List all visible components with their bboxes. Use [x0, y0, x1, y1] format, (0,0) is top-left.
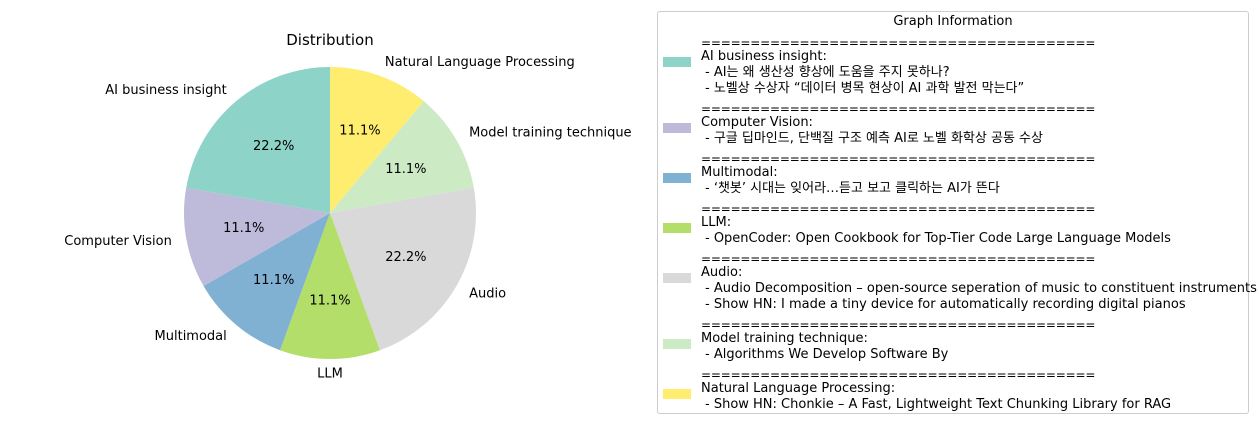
pie-slice	[183, 187, 330, 286]
legend-separator: ========================================	[701, 152, 1096, 166]
legend-item: - ‘챗봇’ 시대는 잊어라…듣고 보고 클릭하는 AI가 뜬다	[705, 181, 1000, 196]
legend-category: Computer Vision:	[701, 115, 813, 130]
pie-slice	[186, 67, 330, 213]
legend-separator: ========================================	[701, 36, 1096, 50]
slice-percent-label: 11.1%	[309, 294, 350, 309]
pie-slice	[330, 187, 476, 351]
pie-slice	[280, 213, 380, 359]
legend-category: Natural Language Processing:	[701, 381, 896, 396]
slice-category-label: LLM	[317, 367, 343, 382]
legend-swatch	[663, 173, 691, 183]
chart-title: Distribution	[286, 31, 374, 49]
legend-title: Graph Information	[893, 14, 1013, 29]
legend: Graph Information ======================…	[657, 11, 1257, 414]
legend-swatch	[663, 57, 691, 67]
pie-slice	[330, 67, 424, 213]
legend-category: Model training technique:	[701, 331, 868, 346]
legend-separator: ========================================	[701, 318, 1096, 332]
legend-swatch	[663, 123, 691, 133]
legend-swatch	[663, 273, 691, 283]
slice-percent-label: 11.1%	[385, 162, 426, 177]
legend-item: - AI는 왜 생산성 향상에 도움을 주지 못하나?	[705, 65, 950, 80]
slice-category-label: Natural Language Processing	[385, 55, 575, 70]
pie-slice	[203, 213, 330, 351]
legend-category: LLM:	[701, 215, 732, 230]
legend-swatch	[663, 223, 691, 233]
slice-percent-label: 11.1%	[339, 124, 380, 139]
pie-chart: Distribution 11.1% Natural Language Proce…	[64, 31, 631, 382]
legend-item: - Algorithms We Develop Software By	[705, 347, 949, 362]
slice-percent-label: 11.1%	[253, 273, 294, 288]
legend-item: - Show HN: I made a tiny device for auto…	[705, 297, 1186, 312]
pie-slice	[330, 101, 474, 213]
legend-item: - Show HN: Chonkie – A Fast, Lightweight…	[705, 397, 1172, 412]
slice-percent-label: 22.2%	[385, 250, 426, 265]
slice-category-label: AI business insight	[105, 83, 226, 98]
legend-category: Audio:	[701, 265, 743, 280]
legend-separator: ========================================	[701, 368, 1096, 382]
legend-item: - 노벨상 수상자 “데이터 병목 현상이 AI 과학 발전 막는다”	[705, 81, 1025, 96]
legend-category: Multimodal:	[701, 165, 778, 180]
slice-percent-label: 11.1%	[223, 221, 264, 236]
legend-item: - OpenCoder: Open Cookbook for Top-Tier …	[705, 231, 1171, 246]
legend-separator: ========================================	[701, 102, 1096, 116]
slice-category-label: Audio	[469, 286, 506, 301]
slice-percent-label: 22.2%	[253, 139, 294, 154]
legend-swatch	[663, 389, 691, 399]
slice-category-label: Computer Vision	[64, 234, 172, 249]
legend-category: AI business insight:	[701, 49, 827, 64]
slice-category-label: Multimodal	[155, 329, 227, 344]
legend-item: - 구글 딥마인드, 단백질 구조 예측 AI로 노벨 화학상 공동 수상	[705, 131, 1043, 146]
legend-swatch	[663, 339, 691, 349]
legend-separator: ========================================	[701, 202, 1096, 216]
legend-item: - Audio Decomposition – open-source sepe…	[705, 281, 1257, 296]
slice-category-label: Model training technique	[469, 126, 631, 141]
legend-separator: ========================================	[701, 252, 1096, 266]
